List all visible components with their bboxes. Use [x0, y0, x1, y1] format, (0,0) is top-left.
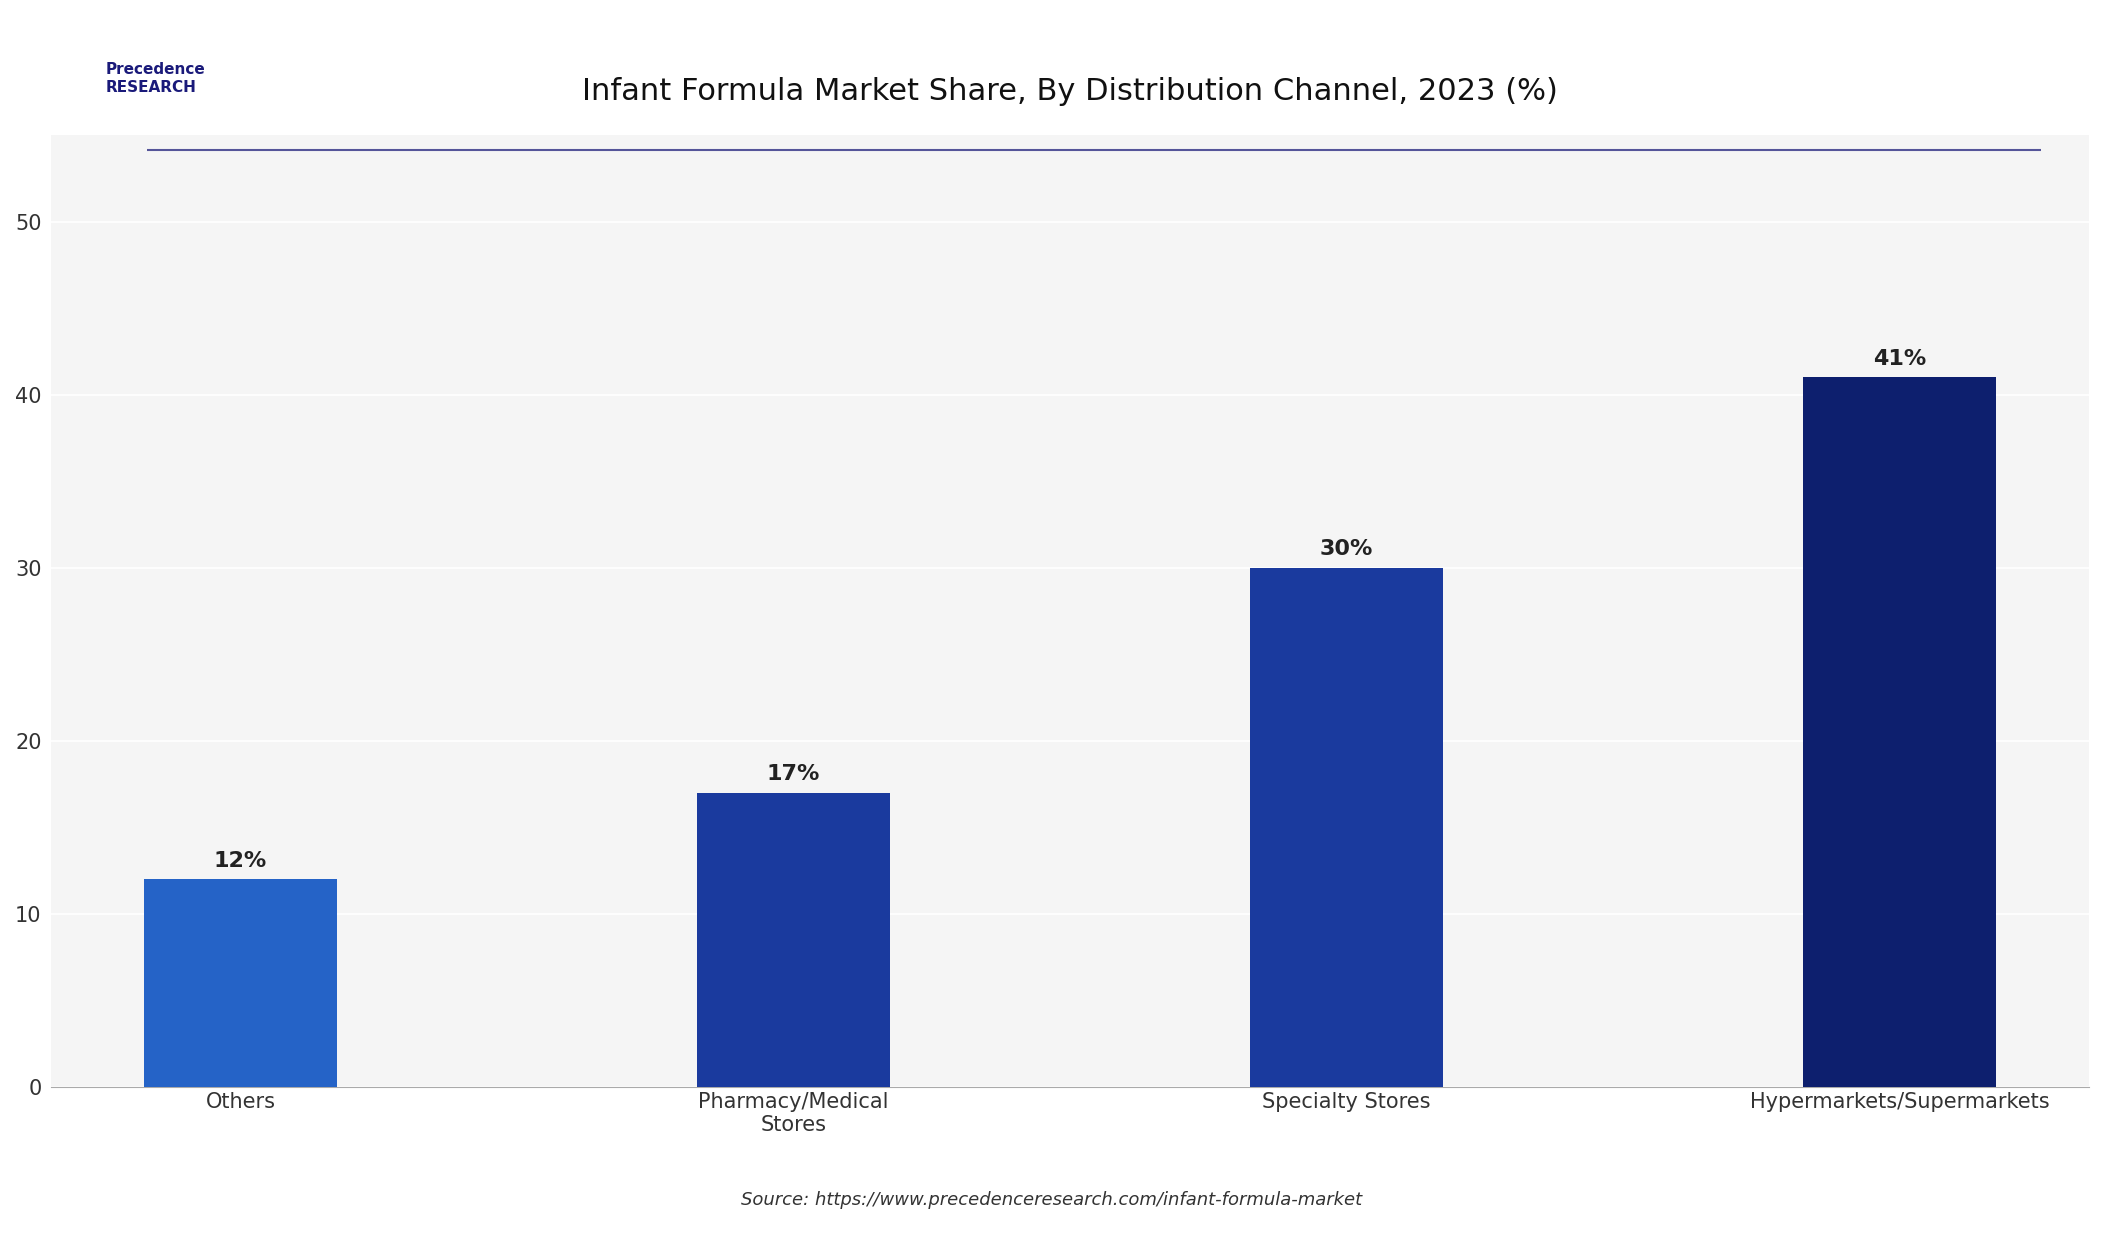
Bar: [696, 792, 890, 1088]
Text: 17%: 17%: [768, 764, 821, 784]
Text: Precedence
RESEARCH: Precedence RESEARCH: [105, 62, 204, 95]
Title: Infant Formula Market Share, By Distribution Channel, 2023 (%): Infant Formula Market Share, By Distribu…: [583, 78, 1559, 106]
Text: 30%: 30%: [1319, 539, 1374, 559]
Bar: [143, 879, 337, 1088]
Text: 12%: 12%: [215, 851, 267, 871]
Text: 41%: 41%: [1873, 349, 1927, 369]
Bar: [1803, 378, 1997, 1088]
Bar: [1250, 568, 1443, 1088]
Text: Source: https://www.precedenceresearch.com/infant-formula-market: Source: https://www.precedenceresearch.c…: [741, 1191, 1363, 1209]
